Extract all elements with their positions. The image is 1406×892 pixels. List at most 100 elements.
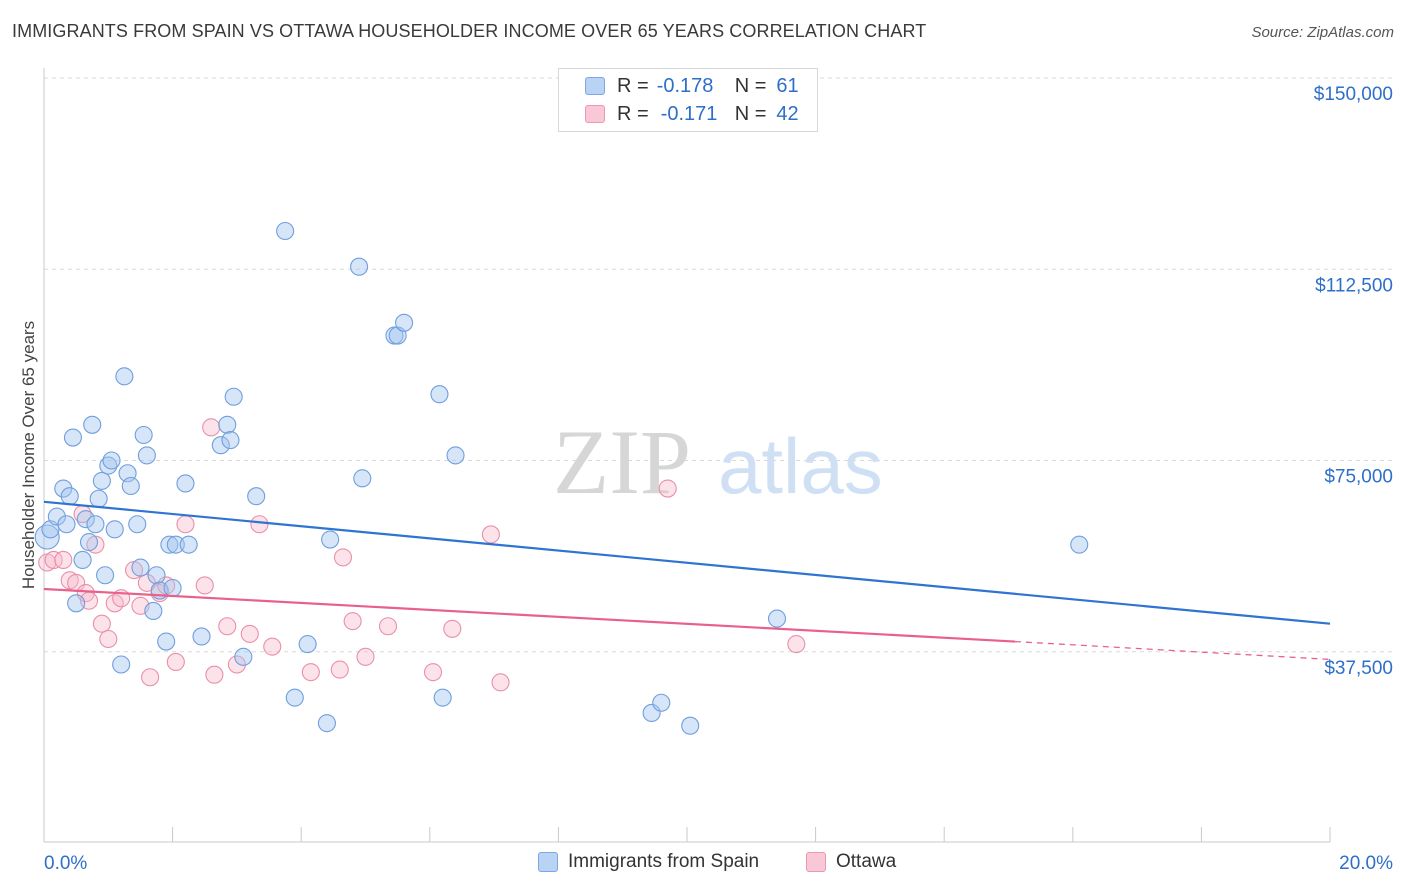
y-tick-label: $37,500 (1324, 658, 1393, 679)
ottawa-trend-extension (1014, 640, 1331, 661)
spain-point (137, 446, 156, 465)
spain-point (128, 515, 147, 534)
spain-point (147, 566, 166, 585)
legend-r-value: -0.178 (656, 74, 714, 97)
ottawa-trend-line (43, 587, 1015, 643)
spain-point (317, 714, 336, 733)
spain-point (96, 566, 115, 585)
spain-point (86, 515, 105, 534)
series-legend: Immigrants from Spain Ottawa (0, 851, 1406, 879)
ottawa-point (205, 665, 224, 684)
ottawa-point (356, 647, 375, 666)
ottawa-point (330, 660, 349, 679)
chart-title: IMMIGRANTS FROM SPAIN VS OTTAWA HOUSEHOL… (12, 21, 927, 41)
spain-point (224, 387, 243, 406)
spain-point (134, 425, 153, 445)
legend-n-value: 61 (776, 74, 799, 97)
trend-lines (43, 500, 1331, 661)
spain-point (1070, 535, 1089, 554)
spain-point (430, 385, 449, 404)
spain-point (179, 535, 198, 554)
y-axis-label: Householder Income Over 65 years (19, 321, 38, 589)
spain-point (121, 476, 140, 496)
ottawa-point (787, 635, 806, 654)
legend-row-spain: R = -0.178 N = 61 (585, 74, 799, 98)
spain-trend-line (43, 500, 1331, 625)
watermark-atlas: atlas (718, 422, 883, 510)
ottawa-point (240, 624, 259, 643)
ottawa-point (301, 663, 320, 682)
ottawa-point (491, 673, 510, 692)
spain-point (157, 632, 176, 651)
x-tick-labels: 0.0% 20.0% (44, 853, 1393, 874)
source-label: Source: ZipAtlas.com (1251, 24, 1394, 41)
spain-point (92, 471, 111, 490)
spain-point (234, 647, 253, 666)
ottawa-point (176, 515, 195, 534)
y-tick-label: $112,500 (1315, 275, 1393, 296)
ottawa-point (443, 619, 462, 638)
axes (43, 68, 1331, 843)
spain-point (102, 451, 121, 470)
spain-points (34, 221, 1089, 735)
spain-point (67, 594, 86, 613)
spain-point (73, 550, 92, 570)
spain-point (395, 313, 414, 332)
ottawa-point (166, 652, 185, 672)
spain-point (285, 688, 304, 707)
legend-swatch-ottawa (806, 852, 826, 872)
spain-point (353, 469, 372, 488)
spain-point (76, 510, 95, 529)
correlation-legend: R = -0.178 N = 61 R = -0.171 N = 42 (558, 68, 818, 132)
legend-swatch-ottawa (585, 105, 605, 123)
spain-point (652, 693, 671, 712)
legend-n-value: 42 (776, 102, 799, 125)
spain-point (176, 474, 195, 493)
ottawa-point (218, 617, 237, 636)
spain-point (63, 428, 82, 447)
y-tick-label: $75,000 (1324, 467, 1393, 488)
ottawa-point (423, 663, 443, 682)
legend-item-spain: Immigrants from Spain (538, 851, 759, 873)
spain-point (83, 415, 102, 434)
legend-item-ottawa: Ottawa (806, 851, 896, 873)
spain-point (166, 535, 185, 554)
ottawa-point (92, 614, 111, 633)
legend-r-value: -0.171 (660, 102, 718, 125)
spain-point (131, 558, 150, 577)
spain-point (211, 436, 230, 455)
legend-swatch-spain (585, 77, 605, 95)
ottawa-point (378, 617, 398, 636)
spain-point (89, 489, 108, 508)
y-tick-label: $150,000 (1314, 84, 1393, 105)
ottawa-point (44, 550, 63, 570)
ottawa-point (250, 515, 269, 534)
spain-point (767, 609, 787, 628)
y-tick-labels: $37,500 $75,000 $112,500 $150,000 (1314, 84, 1393, 679)
spain-point (54, 479, 73, 498)
spain-point (247, 487, 266, 506)
legend-label-spain: Immigrants from Spain (568, 851, 760, 872)
ottawa-point (263, 637, 282, 656)
spain-point (144, 601, 163, 621)
spain-point (163, 578, 182, 598)
spain-point (60, 487, 79, 506)
spain-point (298, 635, 317, 654)
spain-point (192, 627, 211, 646)
legend-n-label: N = (734, 74, 767, 97)
spain-point (276, 221, 295, 241)
spain-point (47, 507, 66, 526)
watermark-zip: ZIP (553, 411, 691, 513)
spain-point (446, 446, 465, 465)
spain-point (321, 530, 340, 549)
spain-point (105, 520, 124, 539)
legend-r-label: R = (617, 74, 649, 97)
x-tick-label: 20.0% (1339, 853, 1393, 874)
ottawa-point (227, 655, 246, 674)
x-tick-label: 0.0% (44, 853, 87, 874)
ottawa-point (481, 525, 500, 544)
ottawa-point (195, 576, 214, 595)
spain-point (99, 456, 118, 475)
ottawa-point (141, 668, 160, 687)
